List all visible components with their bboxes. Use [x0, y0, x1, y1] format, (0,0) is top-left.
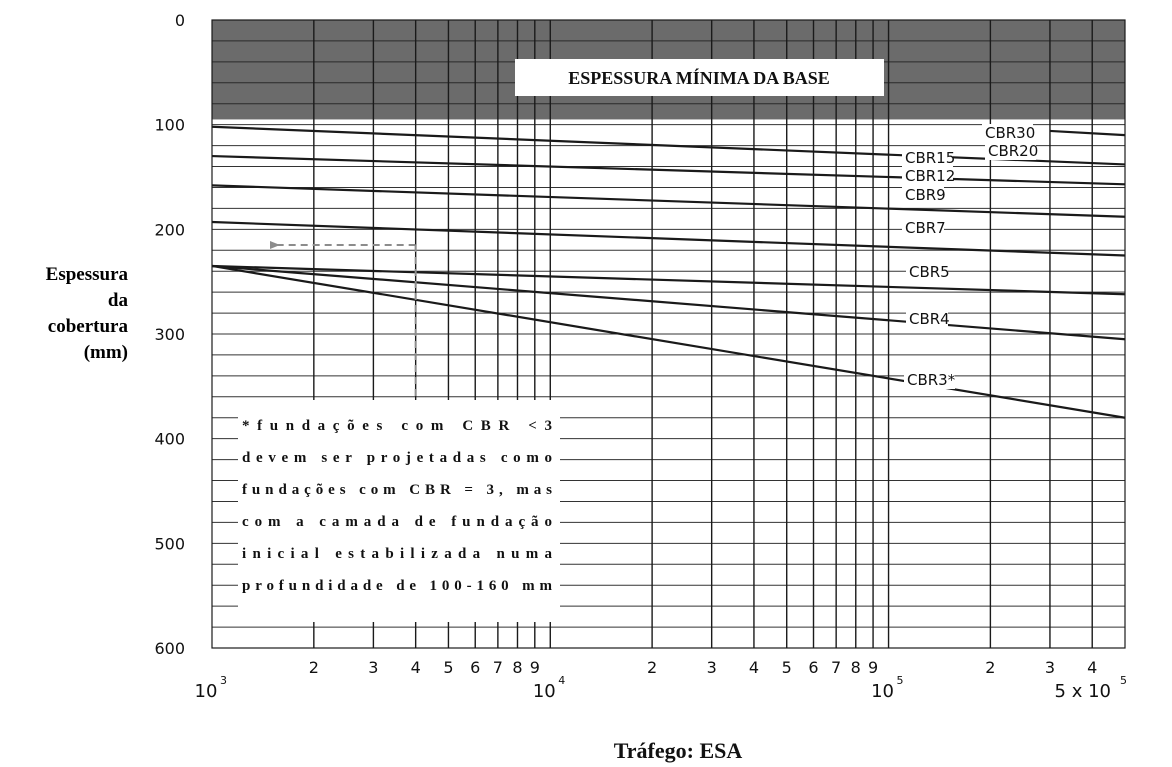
y-tick-label: 600: [154, 639, 185, 658]
x-tick-label: 4: [411, 658, 421, 677]
curve-label-bg: [904, 371, 955, 389]
band-label-box: [515, 59, 884, 96]
y-axis-title-line-3: cobertura: [47, 316, 128, 337]
y-tick-label: 400: [154, 430, 185, 449]
curve-label-cbr3-star: CBR3*: [907, 371, 956, 389]
y-tick-label: 200: [154, 220, 185, 239]
x-major-tick-label: 103: [195, 674, 227, 702]
note-line: com a camada de fundação: [242, 514, 552, 530]
curve-label-cbr15: CBR15: [905, 149, 955, 167]
curve-label-cbr7: CBR7: [905, 219, 946, 237]
x-tick-label: 4: [1087, 658, 1097, 677]
curve-label-bg: [906, 263, 948, 281]
x-tick-label: 4: [749, 658, 759, 677]
curve-cbr4: [211, 264, 1126, 341]
x-major-tick-exponent: 5: [897, 674, 904, 687]
x-tick-label: 9: [530, 658, 540, 677]
x-tick-label: 6: [470, 658, 480, 677]
x-tick-label: 3: [368, 658, 378, 677]
y-tick-label: 100: [154, 116, 185, 135]
x-major-tick-exponent: 3: [220, 674, 227, 687]
curve-label-cbr5: CBR5: [909, 263, 950, 281]
y-tick-label: 0: [175, 11, 185, 30]
x-tick-label: 9: [868, 658, 878, 677]
curve-label-cbr4: CBR4: [909, 310, 950, 328]
x-tick-label: 5: [782, 658, 792, 677]
curve-label-bg: [902, 219, 944, 237]
curve-label-bg: [902, 167, 953, 185]
y-tick-label: 500: [154, 534, 185, 553]
curve-cbr7: [211, 220, 1126, 257]
x-tick-label: 3: [707, 658, 717, 677]
curves-layer: [211, 125, 1126, 468]
x-axis-title: Tráfego: ESA: [614, 738, 743, 763]
x-major-tick-base: 5 x 10: [1055, 681, 1111, 702]
x-tick-label: 2: [647, 658, 657, 677]
x-tick-label: 2: [309, 658, 319, 677]
curve-label-cbr20: CBR20: [988, 142, 1038, 160]
example-arrow-head: [270, 241, 280, 250]
x-tick-label: 2: [985, 658, 995, 677]
curve-label-bg: [906, 310, 948, 328]
x-major-tick-base: 10: [533, 681, 556, 702]
y-axis-title: Espessura da cobertura (mm): [0, 262, 128, 366]
y-axis-title-line-2: da: [107, 290, 128, 311]
curve-cbr3-star: [211, 264, 1126, 419]
x-tick-label: 7: [831, 658, 841, 677]
x-tick-label: 7: [493, 658, 503, 677]
x-major-tick-exponent: 5: [1120, 674, 1127, 687]
y-axis-title-line-1: Espessura: [45, 264, 128, 285]
curve-cbr5: [211, 264, 1126, 296]
curve-label-cbr30: CBR30: [985, 124, 1035, 142]
curve-label-bg: [982, 124, 1033, 142]
x-major-tick-label: 5 x 10 5: [1055, 674, 1127, 702]
curve-cbr15: [211, 125, 1126, 166]
x-major-tick-base: 10: [871, 681, 894, 702]
x-major-tick-label: 104: [533, 674, 565, 702]
curve-label-bg: [902, 186, 944, 204]
curve-label-bg: [985, 142, 1036, 160]
curve-label-bg: [902, 149, 953, 167]
curve-cbr12: [211, 154, 1126, 186]
note-line: profundidade de 100-160 mm: [242, 578, 553, 594]
y-axis-title-line-4: (mm): [83, 342, 128, 363]
curve-label-cbr9: CBR9: [905, 186, 946, 204]
curve-cbr9: [211, 184, 1126, 218]
x-major-tick-exponent: 4: [558, 674, 565, 687]
x-tick-label: 3: [1045, 658, 1055, 677]
x-tick-label: 8: [851, 658, 861, 677]
x-tick-label: 8: [512, 658, 522, 677]
band-label: ESPESSURA MÍNIMA DA BASE: [568, 67, 830, 88]
x-tick-label: 5: [443, 658, 453, 677]
curve-cbr20: [1049, 129, 1126, 137]
plot-frame: [211, 19, 1126, 649]
x-tick-label: 6: [808, 658, 818, 677]
curve-label-cbr12: CBR12: [905, 167, 955, 185]
note-box: [238, 400, 560, 622]
y-tick-label: 300: [154, 325, 185, 344]
x-major-tick-label: 105: [871, 674, 903, 702]
x-major-tick-base: 10: [195, 681, 218, 702]
